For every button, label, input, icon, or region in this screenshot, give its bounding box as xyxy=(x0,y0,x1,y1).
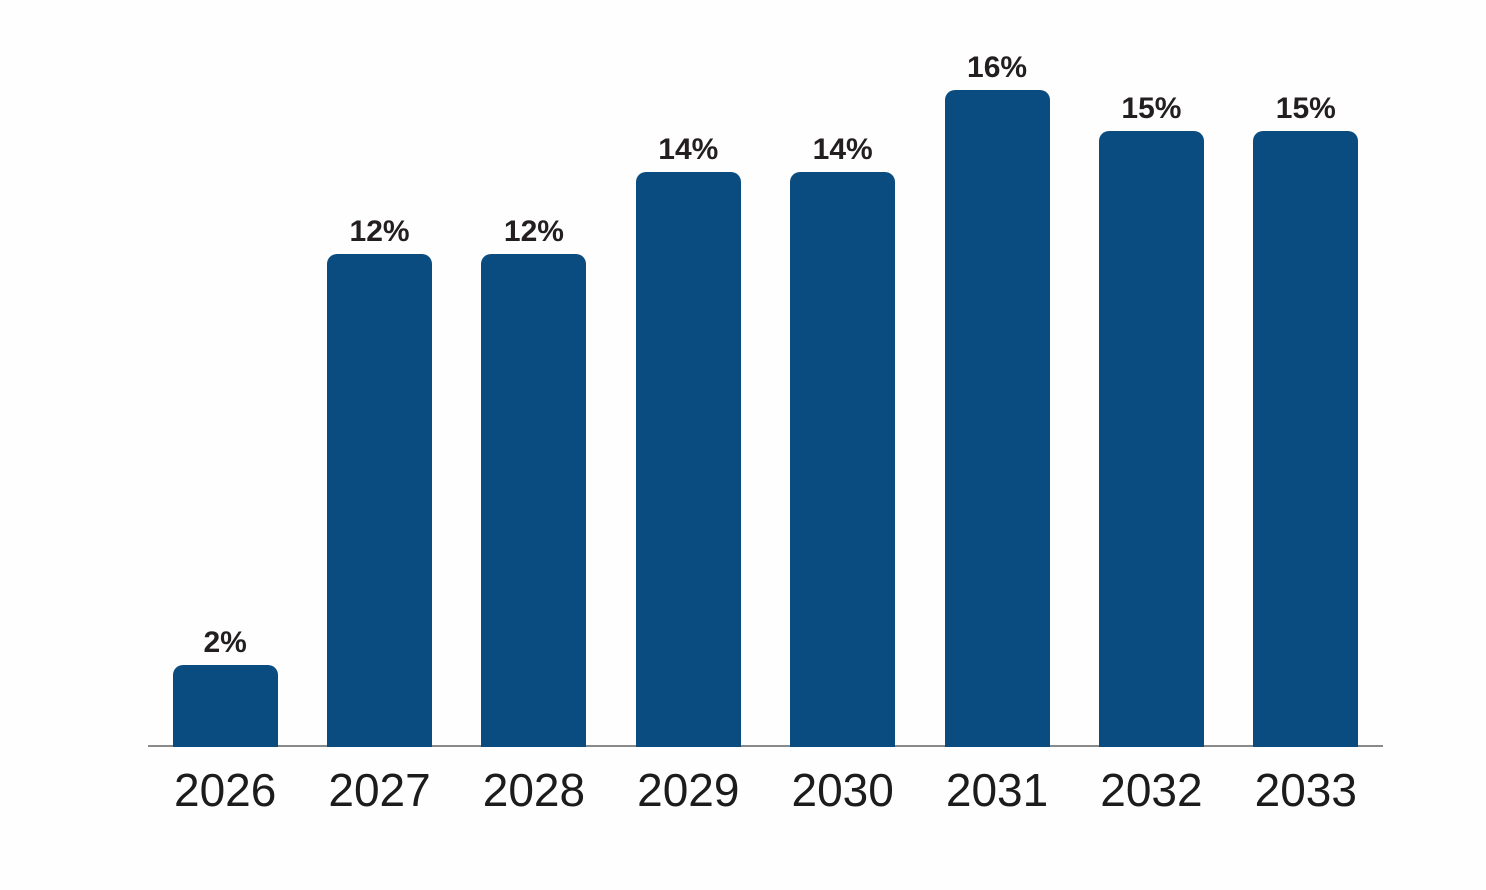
bar-value-label: 14% xyxy=(658,133,719,166)
bar-2033 xyxy=(1253,131,1359,747)
bar-value-label: 16% xyxy=(967,51,1028,84)
bar-column-2026: 2% xyxy=(148,0,302,747)
bar-2027 xyxy=(327,254,433,747)
bar-2028 xyxy=(481,254,587,747)
bar-value-label: 12% xyxy=(349,215,410,248)
x-tick-label-2028: 2028 xyxy=(482,764,586,816)
bar-plot-area: 2% 12% 12% 14% 14% 16% 15% 15% xyxy=(148,0,1383,747)
bar-value-label: 2% xyxy=(203,626,247,659)
x-tick-label-2029: 2029 xyxy=(637,764,740,816)
bar-column-2031: 16% xyxy=(920,0,1074,747)
x-tick-label-2032: 2032 xyxy=(1100,764,1203,816)
bar-2030 xyxy=(790,172,896,747)
bar-2029 xyxy=(635,172,741,747)
bar-column-2027: 12% xyxy=(302,0,456,747)
bar-2032 xyxy=(1098,131,1204,747)
bar-2026 xyxy=(172,665,278,747)
x-tick-label-2027: 2027 xyxy=(328,764,431,816)
bar-column-2032: 15% xyxy=(1074,0,1228,747)
x-tick-label-2033: 2033 xyxy=(1254,764,1357,816)
bar-value-label: 15% xyxy=(1121,92,1182,125)
bar-column-2033: 15% xyxy=(1229,0,1383,747)
x-axis-line xyxy=(148,745,1383,747)
bar-value-label: 15% xyxy=(1275,92,1336,125)
bar-column-2028: 12% xyxy=(457,0,611,747)
bar-2031 xyxy=(944,90,1050,747)
x-tick-label-2031: 2031 xyxy=(945,764,1049,816)
bar-column-2030: 14% xyxy=(766,0,920,747)
bar-value-label: 14% xyxy=(812,133,873,166)
bar-column-2029: 14% xyxy=(611,0,765,747)
x-tick-label-2026: 2026 xyxy=(174,764,277,816)
x-tick-label-2030: 2030 xyxy=(791,764,894,816)
x-axis-labels: 2026 2027 2028 2029 2030 2031 2032 2033 xyxy=(148,764,1383,817)
bar-value-label: 12% xyxy=(503,215,564,248)
